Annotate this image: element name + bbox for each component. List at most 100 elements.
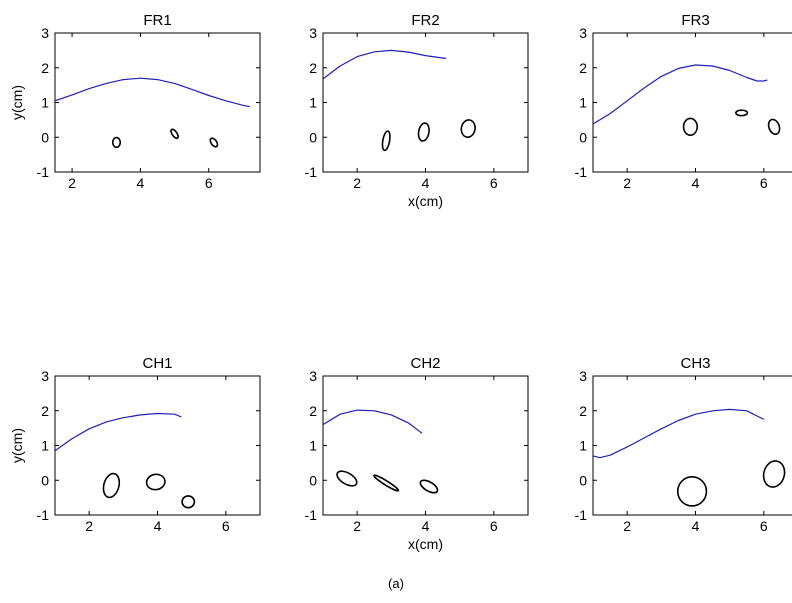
x-tick-label: 6 — [760, 175, 768, 191]
x-tick-label: 2 — [68, 175, 76, 191]
x-tick-label: 2 — [623, 175, 631, 191]
trajectory-line — [323, 50, 446, 79]
y-tick-label: -1 — [37, 164, 50, 180]
x-axis-label: x(cm) — [408, 193, 443, 209]
y-tick-label: -1 — [305, 507, 318, 523]
subplot-title: CH3 — [680, 355, 710, 372]
y-tick-label: -1 — [305, 164, 318, 180]
x-tick-label: 2 — [623, 518, 631, 534]
y-tick-label: 0 — [41, 129, 49, 145]
axes-box — [593, 33, 792, 172]
y-tick-label: 2 — [41, 403, 49, 419]
subplot-ch2: 2 4 6 -1 0 1 2 3 CH2 x(cm) — [305, 355, 528, 552]
subplot-fr3: 2 4 6 -1 0 1 2 3 FR3 — [575, 12, 792, 191]
x-tick-label: 6 — [490, 175, 498, 191]
plot-area — [593, 409, 787, 506]
trajectory-line — [55, 78, 250, 107]
axes-box — [55, 376, 260, 515]
ellipse-marker — [209, 137, 219, 148]
y-tick-label: 2 — [579, 60, 587, 76]
ellipse-marker — [101, 472, 122, 499]
plot-area — [55, 78, 250, 148]
trajectory-line — [55, 414, 181, 451]
ellipse-marker — [678, 477, 707, 506]
axes-box — [323, 33, 528, 172]
y-tick-label: 3 — [579, 368, 587, 384]
ellipse-marker — [417, 122, 430, 142]
x-tick-label: 4 — [422, 175, 430, 191]
y-tick-label: 2 — [579, 403, 587, 419]
ellipse-marker — [182, 496, 194, 508]
y-tick-label: 2 — [309, 403, 317, 419]
plot-area — [55, 414, 194, 508]
y-tick-label: 0 — [41, 472, 49, 488]
y-tick-label: 1 — [309, 95, 317, 111]
x-tick-label: 4 — [692, 175, 700, 191]
y-tick-label: 1 — [579, 95, 587, 111]
ellipse-marker — [736, 110, 748, 116]
y-tick-label: 0 — [579, 472, 587, 488]
y-tick-label: 1 — [579, 438, 587, 454]
x-tick-label: 4 — [137, 175, 145, 191]
ellipse-marker — [418, 478, 439, 495]
y-tick-label: 1 — [41, 95, 49, 111]
x-tick-label: 2 — [353, 175, 361, 191]
ellipse-marker — [381, 131, 391, 151]
y-tick-label: 3 — [579, 25, 587, 41]
x-tick-label: 4 — [692, 518, 700, 534]
subplot-title: CH1 — [142, 355, 172, 372]
y-tick-label: 3 — [41, 25, 49, 41]
x-tick-label: 6 — [205, 175, 213, 191]
ellipse-marker — [684, 118, 698, 135]
x-tick-label: 4 — [154, 518, 162, 534]
ellipse-marker — [335, 468, 359, 489]
y-tick-label: 2 — [309, 60, 317, 76]
ellipse-marker — [113, 138, 121, 148]
y-tick-label: 1 — [309, 438, 317, 454]
ellipse-marker — [761, 459, 788, 490]
y-axis-label: y(cm) — [9, 428, 25, 463]
ellipse-marker — [170, 128, 180, 139]
subplot-title: CH2 — [410, 355, 440, 372]
subplot-title: FR1 — [143, 12, 171, 29]
y-tick-label: 1 — [41, 438, 49, 454]
x-tick-label: 6 — [760, 518, 768, 534]
y-tick-label: 0 — [309, 472, 317, 488]
trajectory-line — [323, 410, 422, 433]
subplot-fr1: 2 4 6 -1 0 1 2 3 FR1 y(cm) — [9, 12, 260, 191]
subplot-ch3: 2 4 6 -1 0 1 2 3 CH3 — [575, 355, 792, 534]
axes-box — [323, 376, 528, 515]
x-tick-label: 6 — [222, 518, 230, 534]
ellipse-marker — [460, 119, 476, 138]
y-tick-label: 0 — [309, 129, 317, 145]
plot-area — [593, 65, 782, 136]
figure-caption: (a) — [0, 576, 792, 591]
subplot-title: FR3 — [681, 12, 709, 29]
subplot-fr2: 2 4 6 -1 0 1 2 3 FR2 x(cm) — [305, 12, 528, 209]
subplot-title: FR2 — [411, 12, 439, 29]
axes-box — [55, 33, 260, 172]
x-axis-label: x(cm) — [408, 536, 443, 552]
plot-area — [323, 50, 476, 151]
y-axis-label: y(cm) — [9, 85, 25, 120]
axes-box — [593, 376, 792, 515]
x-tick-label: 2 — [353, 518, 361, 534]
ellipse-marker — [145, 473, 166, 491]
subplot-ch1: 2 4 6 -1 0 1 2 3 CH1 y(cm) — [9, 355, 260, 534]
y-tick-label: 3 — [41, 368, 49, 384]
y-tick-label: -1 — [575, 507, 588, 523]
x-tick-label: 4 — [422, 518, 430, 534]
y-tick-label: 0 — [579, 129, 587, 145]
x-tick-label: 2 — [85, 518, 93, 534]
x-tick-label: 6 — [490, 518, 498, 534]
y-tick-label: -1 — [37, 507, 50, 523]
y-tick-label: -1 — [575, 164, 588, 180]
ellipse-marker — [373, 474, 400, 493]
y-tick-label: 3 — [309, 25, 317, 41]
ellipse-marker — [767, 118, 782, 136]
trajectory-line — [593, 409, 764, 457]
plot-area — [323, 410, 439, 495]
y-tick-label: 3 — [309, 368, 317, 384]
y-tick-label: 2 — [41, 60, 49, 76]
